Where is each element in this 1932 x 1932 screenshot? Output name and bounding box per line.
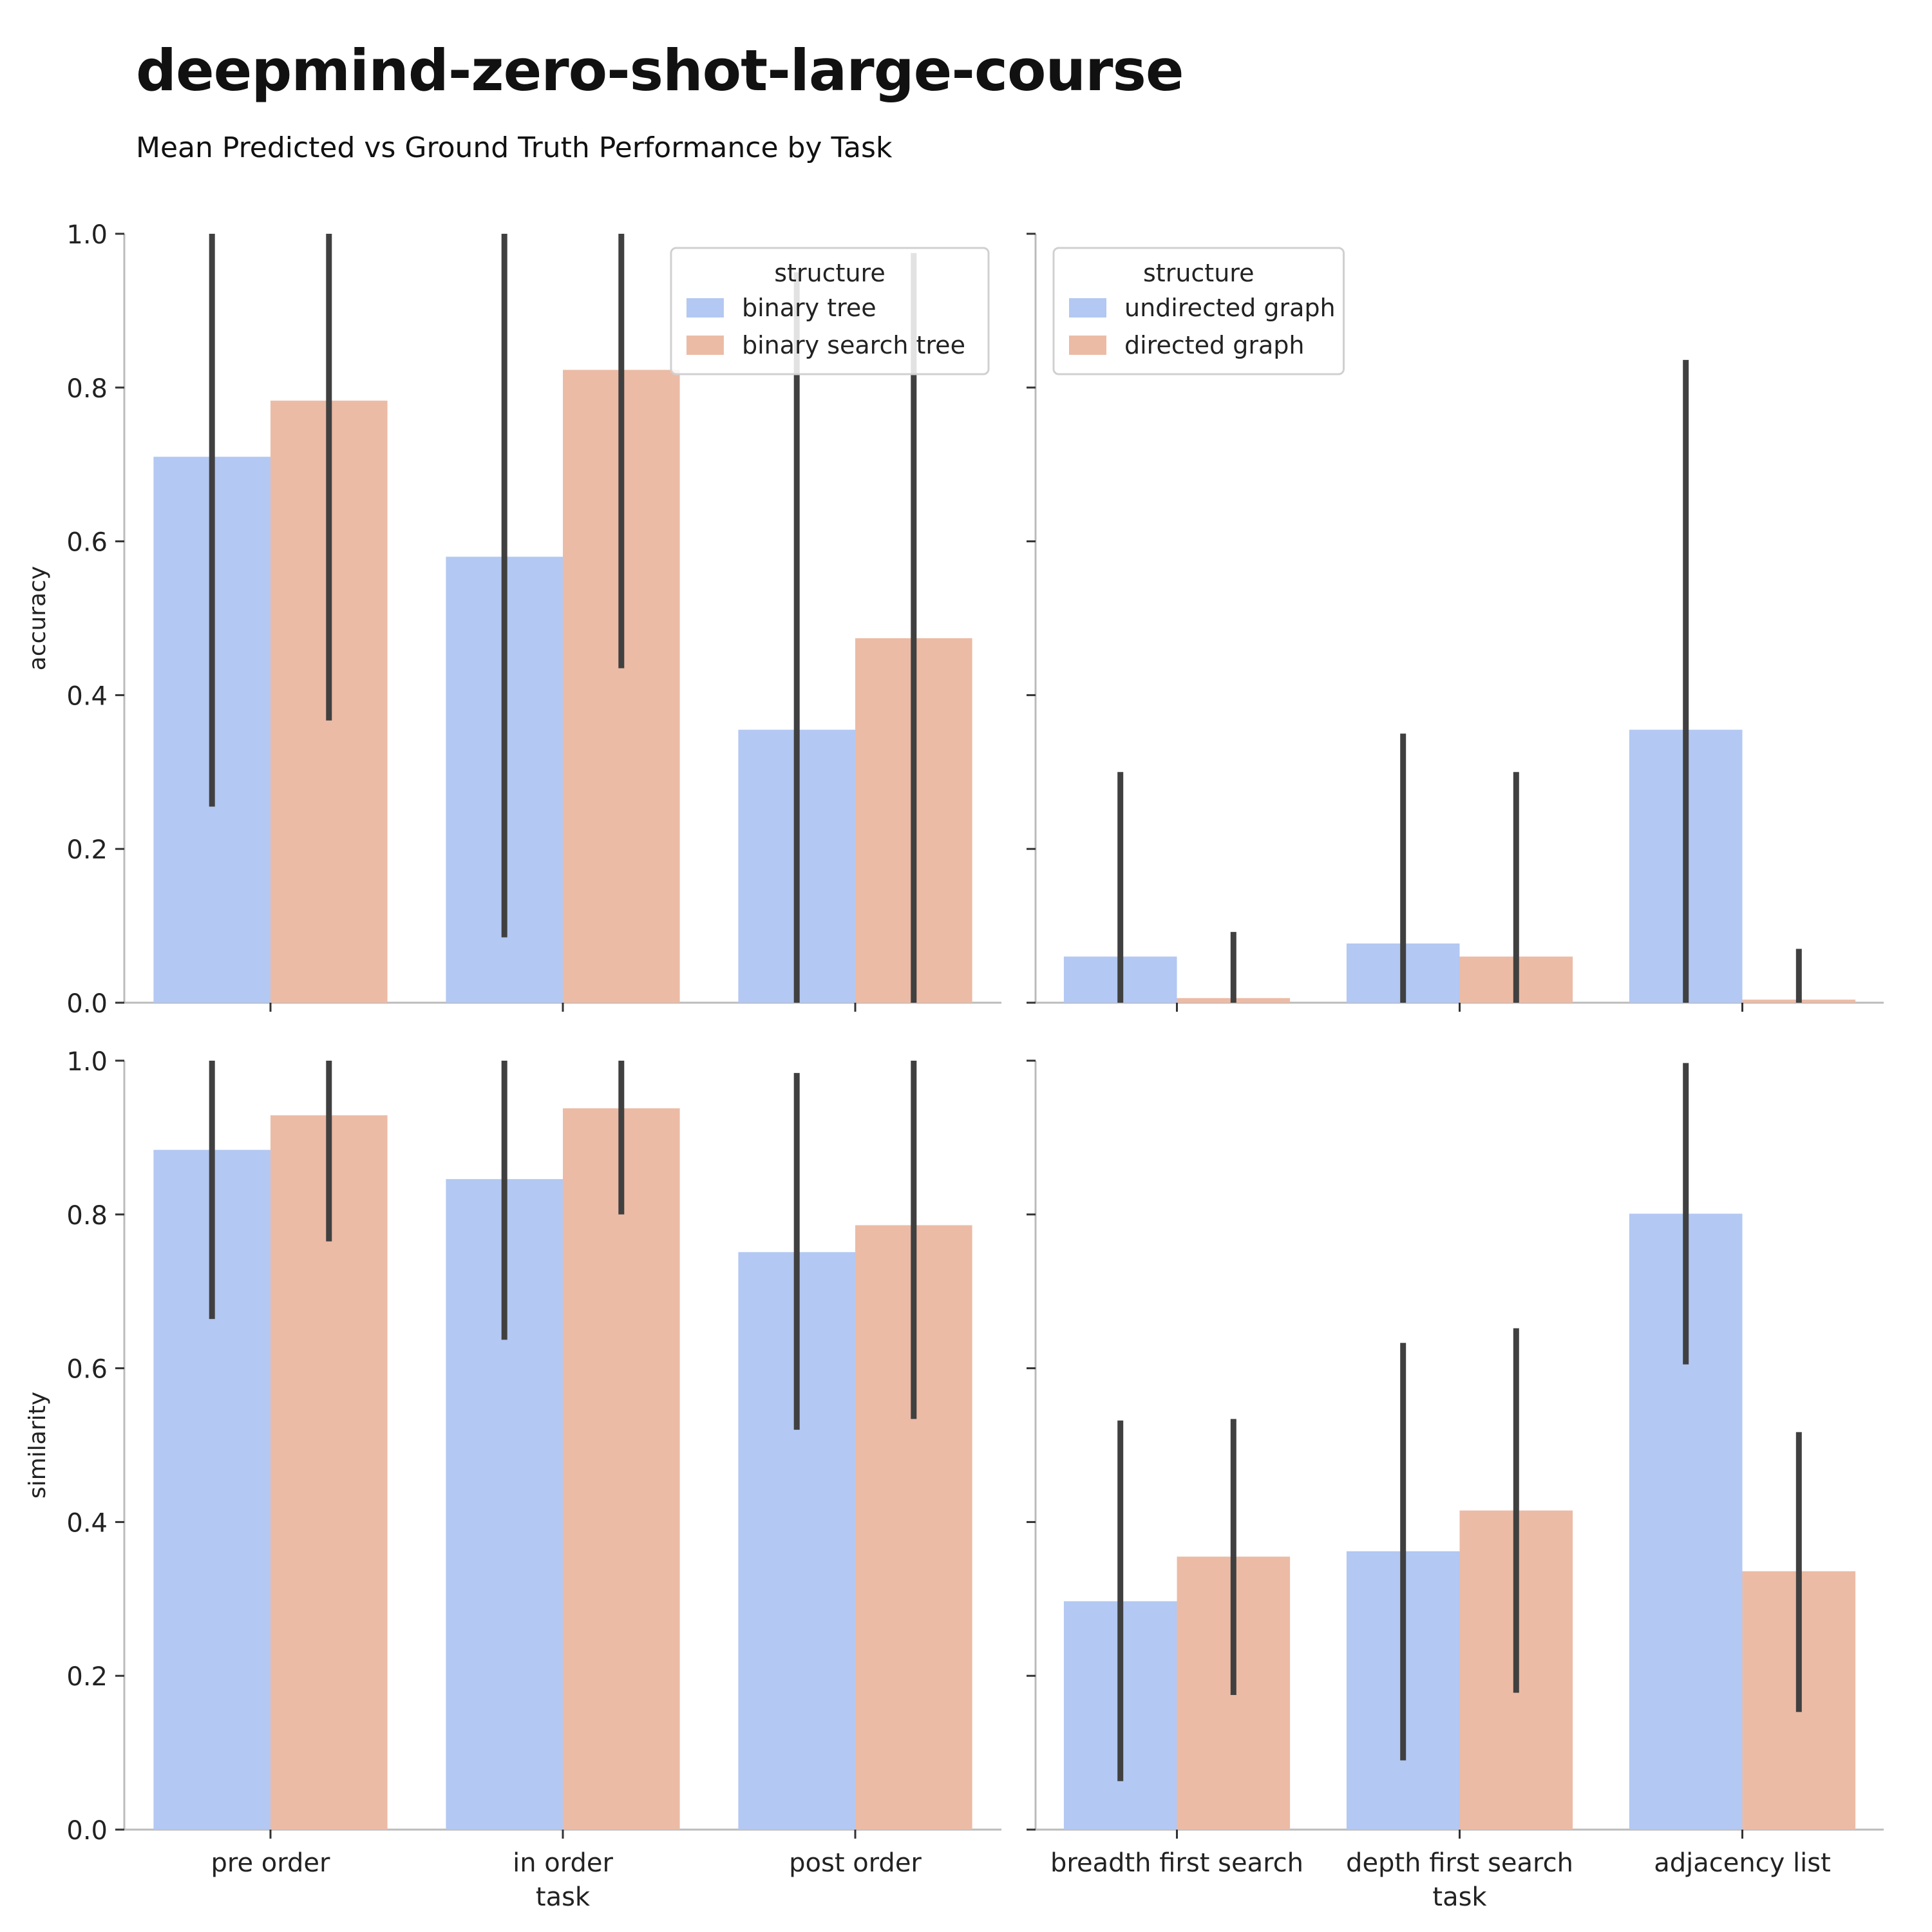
x-axis-label: task — [536, 1882, 591, 1912]
panel-top-right: structure undirected graph directed graph — [1027, 232, 1884, 1012]
y-tick-label: 0.2 — [66, 1662, 108, 1692]
legend-label: binary search tree — [742, 331, 965, 359]
legend-swatch — [1069, 336, 1106, 355]
y-axis-label: similarity — [24, 1392, 51, 1499]
x-tick-label: post order — [789, 1848, 922, 1878]
legend-swatch — [1069, 298, 1106, 317]
chart-subtitle: Mean Predicted vs Ground Truth Performan… — [136, 131, 893, 164]
legend-swatch — [686, 298, 724, 317]
y-tick-label: 0.8 — [66, 1201, 108, 1231]
legend: structure binary tree binary search tree — [670, 247, 990, 375]
x-tick-label: in order — [513, 1848, 613, 1878]
x-tick-label: adjacency list — [1654, 1848, 1831, 1878]
y-tick-label: 0.8 — [66, 374, 108, 404]
legend-label: undirected graph — [1124, 294, 1336, 322]
y-tick-label: 1.0 — [66, 220, 108, 250]
legend: structure undirected graph directed graph — [1052, 247, 1345, 375]
y-tick-label: 1.0 — [66, 1047, 108, 1077]
y-tick-label: 0.6 — [66, 1355, 108, 1385]
panel-bottom-right: breadth first search depth first search ad… — [1027, 1059, 1884, 1912]
panel-top-left: 0.0 0.2 0.4 0.6 0.8 1.0 accuracy structure binar… — [24, 220, 1001, 1019]
x-tick-label: breadth first search — [1050, 1848, 1303, 1878]
y-tick-label: 0.6 — [66, 528, 108, 558]
y-axis-label: accuracy — [24, 566, 51, 670]
legend-title: structure — [774, 259, 885, 287]
y-tick-label: 0.0 — [66, 1816, 108, 1846]
y-tick-label: 0.4 — [66, 681, 108, 711]
y-tick-label: 0.2 — [66, 835, 108, 865]
y-tick-label: 0.4 — [66, 1508, 108, 1538]
y-tick-label: 0.0 — [66, 989, 108, 1019]
legend-label: directed graph — [1124, 331, 1304, 359]
chart-title: deepmind-zero-shot-large-course — [136, 37, 1184, 104]
legend-swatch — [686, 336, 724, 355]
legend-frame — [1052, 247, 1345, 375]
legend-label: binary tree — [742, 294, 876, 322]
bar — [563, 1108, 680, 1830]
legend-title: structure — [1143, 259, 1254, 287]
x-tick-label: depth first search — [1346, 1848, 1573, 1878]
panel-bottom-left: 0.0 0.2 0.4 0.6 0.8 1.0 pre order in order post … — [24, 1047, 1001, 1912]
legend-frame — [670, 247, 990, 375]
x-tick-label: pre order — [211, 1848, 330, 1878]
x-axis-label: task — [1432, 1882, 1487, 1912]
